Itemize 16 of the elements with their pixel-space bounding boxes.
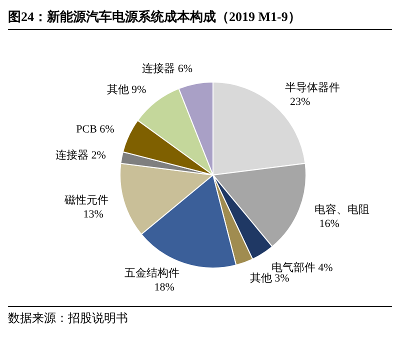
slice-label: 电容、电阻: [314, 203, 370, 216]
data-label: 13%: [83, 208, 104, 220]
slice-label: 电气部件 4%: [271, 261, 333, 274]
data-label: 23%: [290, 96, 310, 108]
slice-label: PCB 6%: [76, 124, 114, 136]
data-label: 18%: [154, 282, 174, 294]
chart-title: 图24：新能源汽车电源系统成本构成（2019 M1-9）: [8, 8, 392, 30]
data-label: 16%: [319, 218, 340, 230]
slice-label: 磁性元件: [63, 194, 108, 206]
slice-label: 连接器 6%: [142, 62, 193, 75]
slice-label: 半导体器件: [285, 81, 340, 94]
slice-label: 连接器 2%: [56, 148, 106, 162]
slice-label: 五金结构件: [124, 266, 180, 280]
source-note: 数据来源：招股说明书: [8, 306, 392, 327]
slice-label: 其他 3%: [250, 272, 290, 285]
slice-label: 其他 9%: [106, 82, 146, 96]
